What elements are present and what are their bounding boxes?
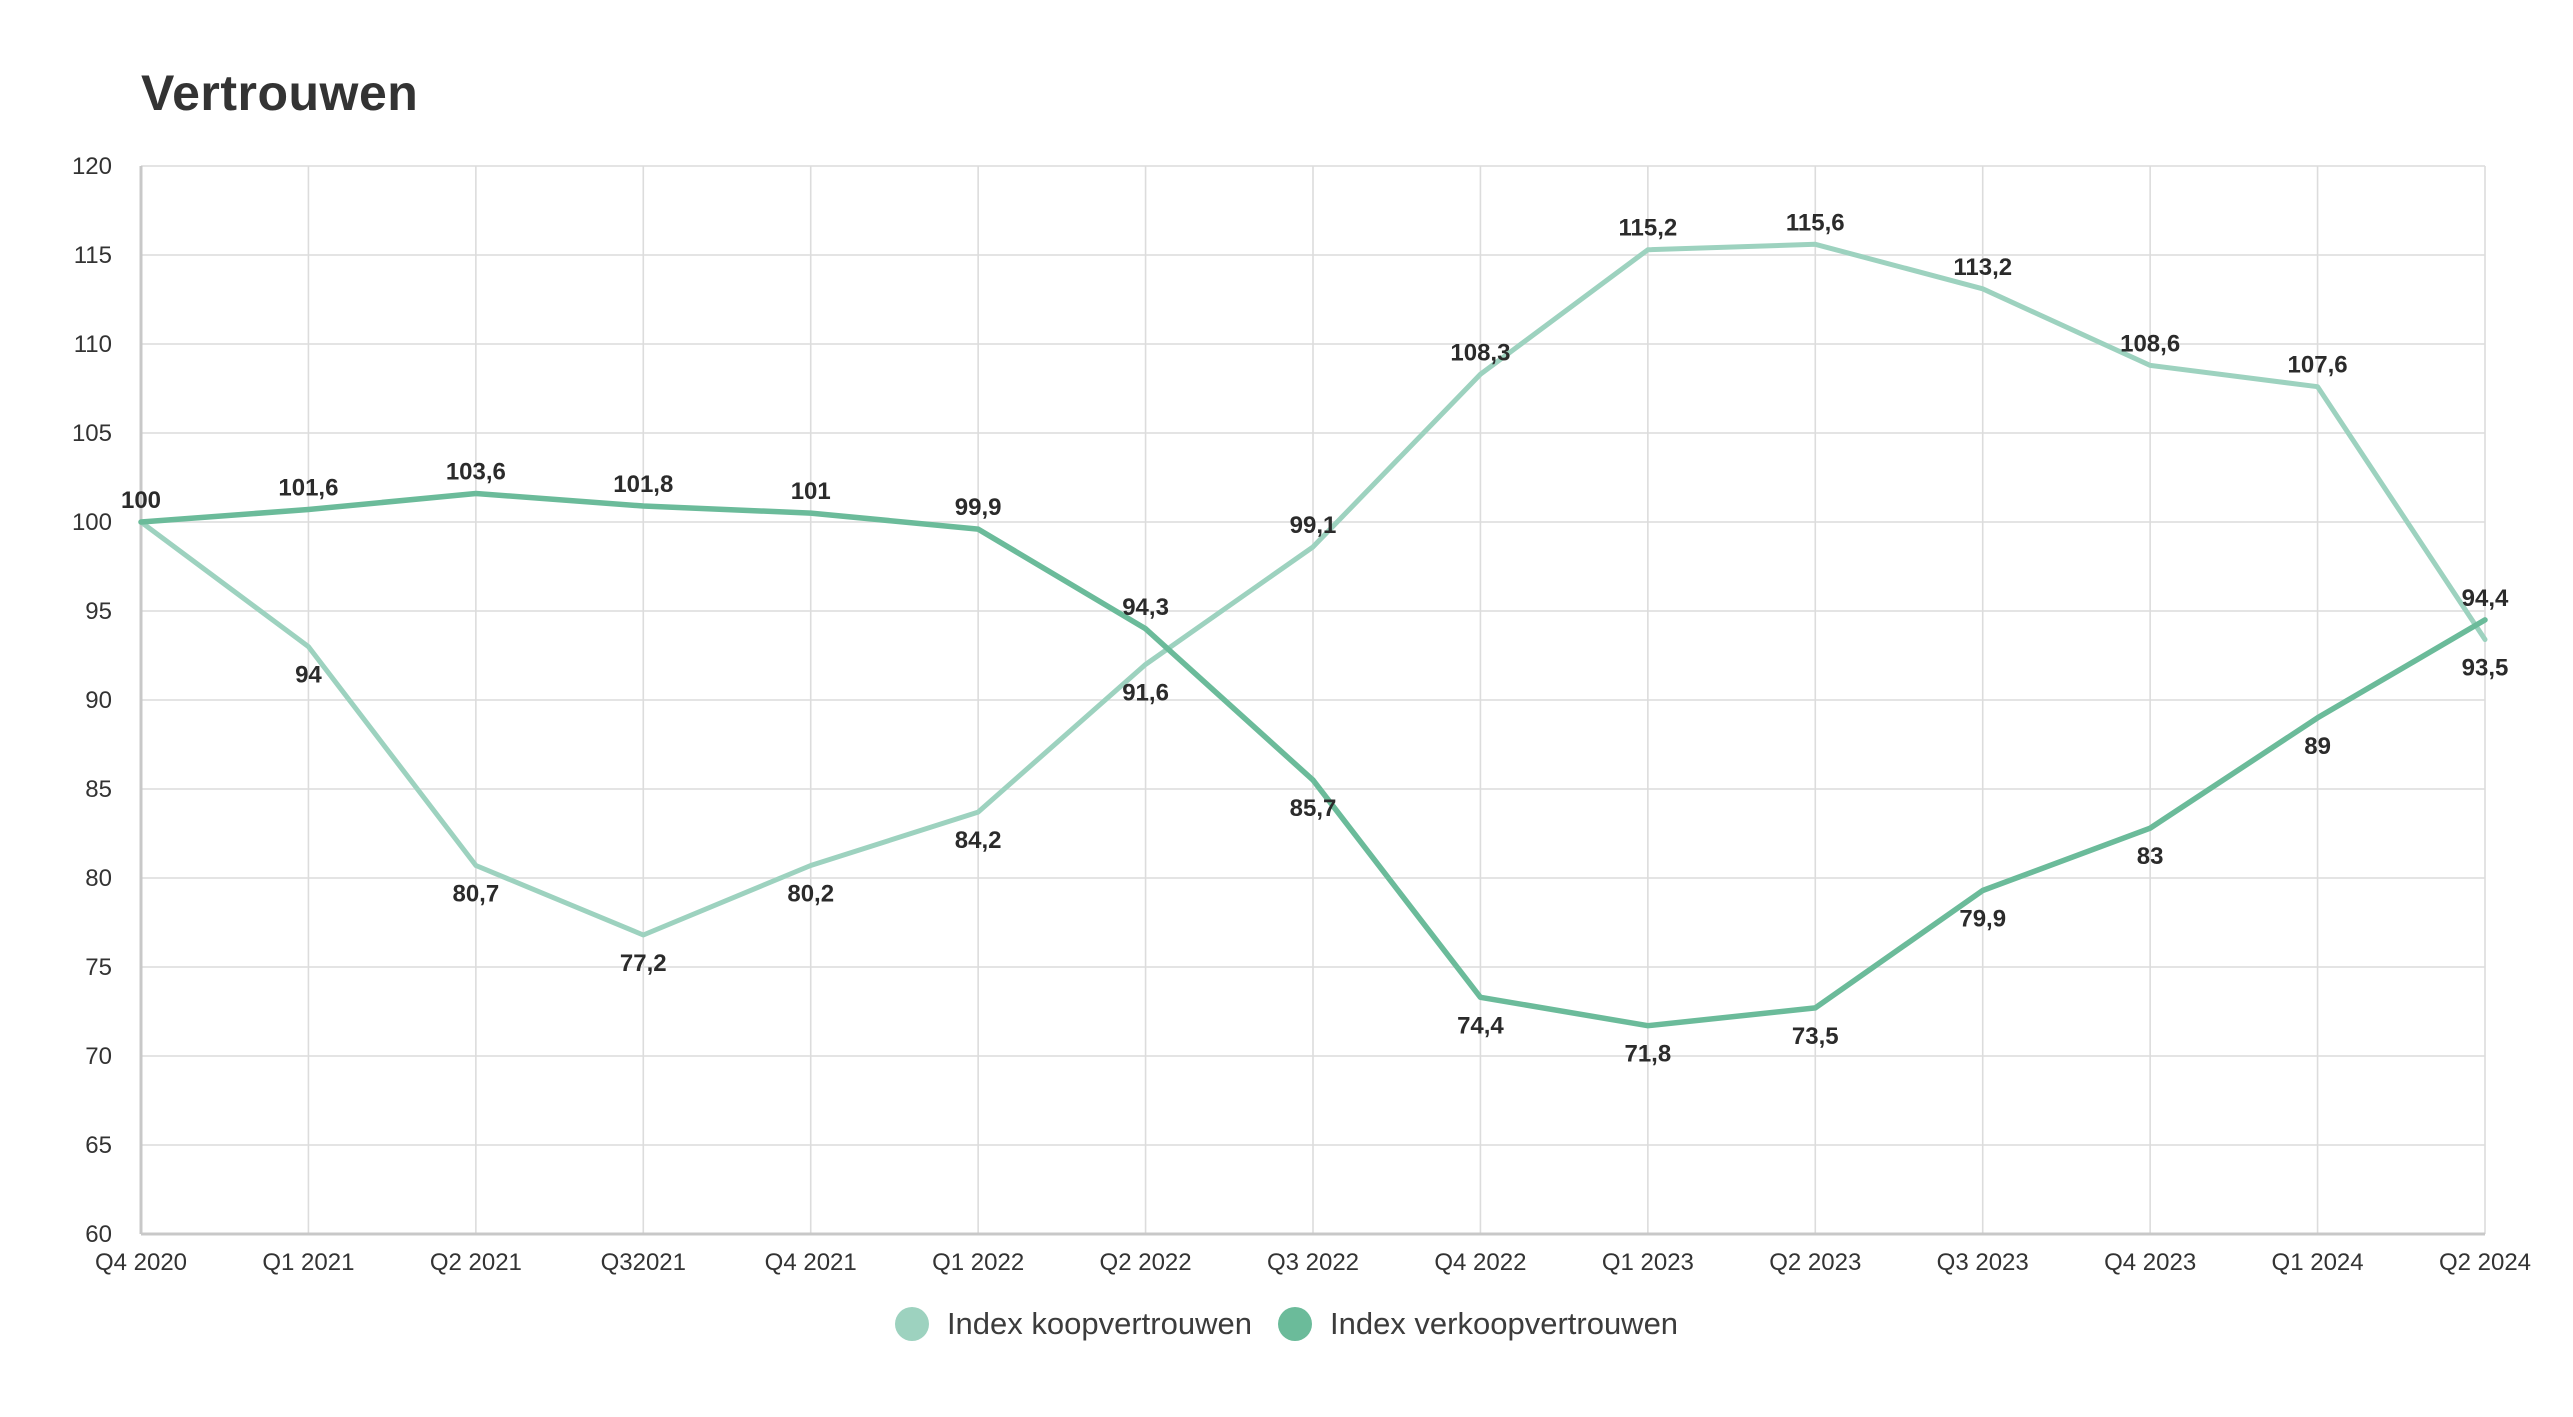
data-label-s0-4: 80,2	[787, 881, 834, 908]
xtick-label-4: Q4 2021	[765, 1249, 857, 1276]
data-label-s1-14: 94,4	[2462, 585, 2509, 612]
data-label-s0-3: 77,2	[620, 950, 667, 977]
data-label-s0-10: 115,6	[1786, 209, 1845, 236]
legend-item-verkoopvertrouwen[interactable]: Index verkoopvertrouwen	[1277, 1306, 1679, 1342]
data-label-s0-1: 94	[295, 662, 322, 689]
ytick-label-95: 95	[85, 598, 112, 625]
xtick-label-14: Q2 2024	[2439, 1249, 2531, 1276]
xtick-label-10: Q2 2023	[1769, 1249, 1861, 1276]
ytick-label-80: 80	[85, 865, 112, 892]
data-label-s0-6: 91,6	[1122, 679, 1169, 706]
data-label-s0-2: 80,7	[452, 881, 499, 908]
ytick-label-75: 75	[85, 954, 112, 981]
legend-item-koopvertrouwen[interactable]: Index koopvertrouwen	[894, 1306, 1252, 1342]
data-label-s0-14: 93,5	[2462, 654, 2509, 681]
xtick-label-7: Q3 2022	[1267, 1249, 1359, 1276]
ytick-label-65: 65	[85, 1132, 112, 1159]
series-line-1	[138, 490, 2488, 1029]
xtick-label-6: Q2 2022	[1100, 1249, 1192, 1276]
legend-swatch-koopvertrouwen	[894, 1307, 929, 1341]
data-label-s0-12: 108,6	[2120, 330, 2180, 357]
data-label-s1-1: 101,6	[278, 475, 338, 502]
data-label-s1-9: 71,8	[1624, 1041, 1671, 1068]
data-label-s1-4: 101	[791, 478, 831, 505]
xtick-label-0: Q4 2020	[95, 1249, 187, 1276]
xtick-label-1: Q1 2021	[262, 1249, 354, 1276]
data-label-s0-11: 113,2	[1953, 254, 2012, 281]
series-lines	[138, 241, 2488, 1029]
data-label-s0-7: 99,1	[1290, 512, 1337, 539]
legend: Index koopvertrouwen Index verkoopvertro…	[0, 1306, 2573, 1342]
data-label-s1-11: 79,9	[1959, 905, 2006, 932]
data-label-s1-7: 85,7	[1290, 795, 1337, 822]
ytick-label-85: 85	[85, 776, 112, 803]
ytick-label-110: 110	[74, 331, 112, 358]
data-label-s1-8: 74,4	[1457, 1012, 1504, 1039]
data-label-s1-12: 83	[2137, 843, 2164, 870]
ytick-label-100: 100	[72, 509, 112, 536]
data-label-s0-8: 108,3	[1450, 339, 1510, 366]
xtick-label-11: Q3 2023	[1937, 1249, 2029, 1276]
data-label-s1-13: 89	[2304, 733, 2331, 760]
ytick-label-105: 105	[72, 420, 112, 447]
xtick-label-5: Q1 2022	[932, 1249, 1024, 1276]
legend-label-koopvertrouwen: Index koopvertrouwen	[946, 1306, 1252, 1341]
xtick-label-9: Q1 2023	[1602, 1249, 1694, 1276]
data-label-s0-5: 84,2	[955, 827, 1002, 854]
data-label-s0-9: 115,2	[1618, 215, 1677, 242]
ytick-label-115: 115	[74, 242, 112, 269]
axes: 60 65 70 75 80 85 90 95 100 105 110 115 120 Q4 2020 Q1…	[72, 153, 2531, 1276]
xtick-label-8: Q4 2022	[1434, 1249, 1526, 1276]
legend-label-verkoopvertrouwen: Index verkoopvertrouwen	[1329, 1306, 1679, 1341]
data-label-s1-10: 73,5	[1792, 1023, 1839, 1050]
data-label-s1-3: 101,8	[613, 471, 673, 498]
data-label-s1-2: 103,6	[446, 459, 506, 486]
grid	[141, 165, 2486, 1234]
ytick-label-120: 120	[72, 153, 112, 180]
xtick-label-12: Q4 2023	[2104, 1249, 2196, 1276]
xtick-label-2: Q2 2021	[430, 1249, 522, 1276]
series-line-0	[138, 241, 2488, 938]
data-label-s0-13: 107,6	[2288, 352, 2348, 379]
ytick-label-90: 90	[85, 687, 112, 714]
legend-swatch-verkoopvertrouwen	[1277, 1307, 1312, 1341]
xtick-label-13: Q1 2024	[2272, 1249, 2364, 1276]
xtick-label-3: Q32021	[601, 1249, 686, 1276]
ytick-label-70: 70	[85, 1043, 112, 1070]
ytick-label-60: 60	[85, 1221, 112, 1248]
data-label-s1-5: 99,9	[955, 494, 1002, 521]
data-label-s0-0: 100	[121, 487, 161, 514]
chart-title: Vertrouwen	[141, 65, 419, 121]
data-label-s1-6: 94,3	[1122, 594, 1169, 621]
data-labels: 100 94 80,7 77,2 80,2 84,2 91,6 99,1 108,3 115,2 1…	[121, 209, 2509, 1067]
